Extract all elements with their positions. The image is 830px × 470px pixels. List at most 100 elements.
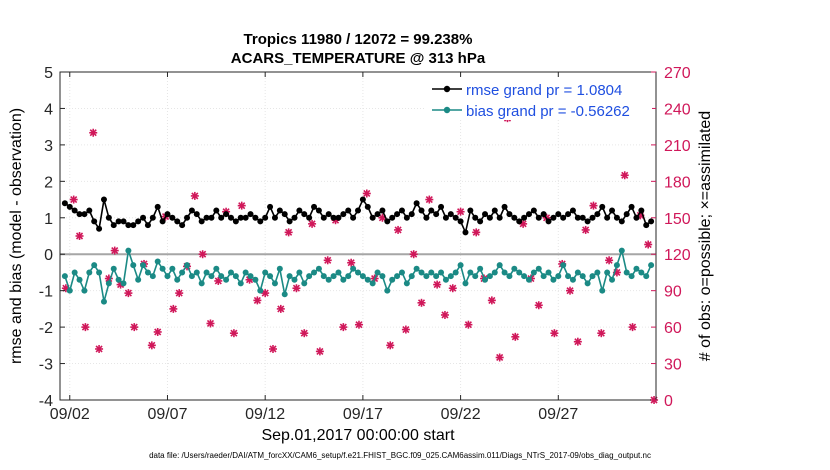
chart-subtitle: ACARS_TEMPERATURE @ 313 hPa xyxy=(231,50,486,67)
rmse-series-markers xyxy=(61,196,655,236)
rmse-point xyxy=(169,214,176,221)
rmse-point xyxy=(330,214,337,221)
rmse-point xyxy=(193,211,200,218)
bias-point xyxy=(355,269,361,276)
rmse-point xyxy=(374,211,381,218)
obs-count-marker xyxy=(394,225,403,234)
rmse-point xyxy=(394,211,401,218)
rmse-point xyxy=(144,222,151,229)
bias-point xyxy=(394,273,401,280)
rmse-point xyxy=(628,203,635,210)
obs-count-marker xyxy=(214,276,223,285)
rmse-point xyxy=(286,218,293,225)
rmse-point xyxy=(486,214,493,221)
obs-count-marker xyxy=(386,341,395,350)
bias-point xyxy=(105,280,112,287)
bias-point xyxy=(604,269,611,276)
rmse-point xyxy=(535,214,542,221)
rmse-point xyxy=(511,214,518,221)
legend-bias-label: bias grand pr = -0.56262 xyxy=(466,103,630,120)
y-tick-label: -2 xyxy=(39,320,53,337)
bias-point xyxy=(198,280,205,287)
rmse-point xyxy=(110,222,117,229)
obs-count-marker xyxy=(573,337,582,346)
bias-point xyxy=(452,269,459,276)
rmse-point xyxy=(574,214,581,221)
bias-point xyxy=(418,269,425,276)
rmse-point xyxy=(550,214,557,221)
y2-tick-label: 120 xyxy=(664,247,691,264)
rmse-point xyxy=(306,214,313,221)
bias-point xyxy=(306,273,313,280)
bias-point xyxy=(379,273,386,280)
bias-point xyxy=(609,276,616,283)
rmse-point xyxy=(81,211,88,218)
rmse-point xyxy=(208,214,215,221)
y-tick-label: -3 xyxy=(39,357,53,374)
obs-count-marker xyxy=(409,250,418,259)
bias-point xyxy=(237,280,244,287)
bias-point xyxy=(530,269,537,276)
bias-point xyxy=(135,276,142,283)
bias-point xyxy=(115,276,122,283)
rmse-point xyxy=(648,218,655,225)
bias-point xyxy=(286,273,293,280)
obs-count-marker xyxy=(362,189,371,198)
y-tick-label: -1 xyxy=(39,284,53,301)
rmse-point xyxy=(643,222,650,229)
x-tick-label: 09/22 xyxy=(441,406,481,423)
rmse-point xyxy=(565,211,572,218)
rmse-point xyxy=(540,211,547,218)
bias-point xyxy=(86,269,93,276)
rmse-point xyxy=(86,207,93,214)
bias-point xyxy=(271,280,278,287)
obs-count-marker xyxy=(175,289,184,298)
y-axis-ticks: -4 -3 -2 -1 0 1 2 3 4 5 xyxy=(39,65,65,410)
bias-point xyxy=(76,276,83,283)
bias-point xyxy=(100,298,107,305)
obs-count-marker xyxy=(95,344,104,353)
rmse-point xyxy=(359,196,366,203)
rmse-point xyxy=(291,214,298,221)
obs-count-marker xyxy=(69,195,78,204)
rmse-point xyxy=(247,211,254,218)
y2-tick-label: 180 xyxy=(664,174,691,191)
obs-count-marker xyxy=(487,296,496,305)
legend-box xyxy=(424,78,652,120)
y-tick-label: 3 xyxy=(44,138,53,155)
bias-point xyxy=(389,276,396,283)
bias-point xyxy=(81,287,88,294)
rmse-point xyxy=(496,214,503,221)
rmse-point xyxy=(491,207,498,214)
obs-count-marker xyxy=(401,325,410,334)
rmse-point xyxy=(613,214,620,221)
y2-tick-label: 90 xyxy=(664,284,682,301)
rmse-point xyxy=(589,214,596,221)
bias-point xyxy=(384,287,391,294)
rmse-point xyxy=(281,211,288,218)
observation-count-markers xyxy=(61,114,659,404)
bias-point xyxy=(110,265,117,272)
rmse-point xyxy=(467,207,474,214)
bias-point xyxy=(267,273,274,280)
obs-count-marker xyxy=(315,347,324,356)
rmse-point xyxy=(257,218,264,225)
bias-point xyxy=(174,276,181,283)
rmse-point xyxy=(638,207,645,214)
bias-point xyxy=(130,262,137,269)
rmse-point xyxy=(423,214,430,221)
rmse-point xyxy=(315,207,322,214)
bias-point xyxy=(223,276,230,283)
bias-point xyxy=(125,247,132,254)
legend-rmse-label: rmse grand pr = 1.0804 xyxy=(466,82,622,99)
rmse-point xyxy=(379,207,386,214)
obs-count-marker xyxy=(284,228,293,237)
rmse-point xyxy=(609,207,616,214)
obs-count-marker xyxy=(147,341,156,350)
bias-point xyxy=(545,269,552,276)
rmse-point xyxy=(472,214,479,221)
rmse-point xyxy=(227,214,234,221)
rmse-point xyxy=(530,207,537,214)
obs-count-marker xyxy=(581,225,590,234)
